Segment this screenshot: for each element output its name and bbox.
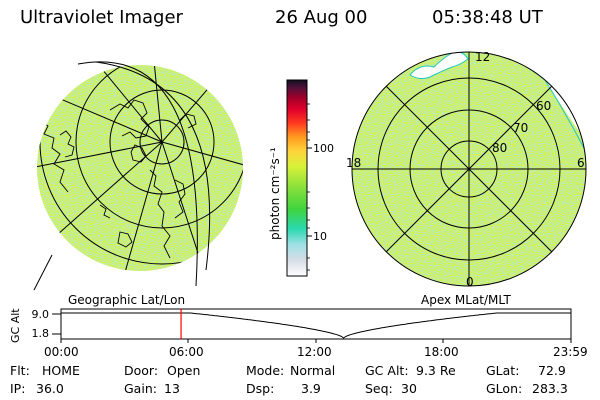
mlt-label-12: 12: [475, 50, 490, 64]
magnetic-grid: [351, 51, 587, 287]
mlt-label-0: 0: [466, 275, 474, 289]
colorbar: 100 10 photon cm⁻²s⁻¹: [268, 79, 334, 277]
dsp-label: Dsp:: [246, 381, 275, 396]
colorbar-tick-label-100: 100: [313, 142, 334, 155]
flight-value: HOME: [42, 363, 80, 378]
mlat-label-60: 60: [536, 99, 551, 113]
instrument-title: Ultraviolet Imager: [20, 7, 183, 28]
seq-value: 30: [401, 381, 417, 396]
coastlines: [39, 99, 197, 259]
glat-value: 72.9: [538, 363, 566, 378]
mlt-label-18: 18: [346, 156, 361, 170]
flight-label: Flt:: [10, 363, 30, 378]
altitude-timeline: 9.0 1.8 GC Alt: [9, 308, 572, 343]
mlat-label-70: 70: [513, 121, 528, 135]
altitude-axis-label: GC Alt: [9, 308, 22, 343]
time-tick-0000: 00:00: [44, 345, 79, 359]
colorbar-units-label: photon cm⁻²s⁻¹: [268, 147, 282, 240]
glat-label: GLat:: [486, 363, 520, 378]
gain-value: 13: [164, 381, 180, 396]
gc-alt-label: GC Alt:: [365, 363, 409, 378]
door-label: Door:: [124, 363, 159, 378]
time-tick-1200: 12:00: [297, 345, 332, 359]
geographic-panel-label: Geographic Lat/Lon: [68, 293, 185, 307]
altitude-tick-min: 1.8: [32, 327, 50, 340]
colorbar-tick-label-10: 10: [313, 230, 327, 243]
time-tick-0600: 06:00: [169, 345, 204, 359]
seq-label: Seq:: [365, 381, 393, 396]
time-tick-2359: 23:59: [553, 345, 588, 359]
altitude-curve: [61, 312, 571, 339]
magnetic-panel-label: Apex MLat/MLT: [421, 293, 511, 307]
colorbar-gradient: [286, 79, 308, 277]
magnetic-polar-plot: 12 18 6 0 60 70 80: [346, 50, 587, 289]
glon-label: GLon:: [486, 381, 523, 396]
door-value: Open: [167, 363, 201, 378]
ip-value: 36.0: [36, 381, 64, 396]
outer-grid-lines: [33, 61, 211, 291]
dsp-value: 3.9: [301, 381, 321, 396]
gain-label: Gain:: [124, 381, 157, 396]
mode-value: Normal: [290, 363, 336, 378]
altitude-tick-max: 9.0: [32, 308, 50, 321]
glon-value: 283.3: [532, 381, 568, 396]
ip-label: IP:: [10, 381, 26, 396]
image-time: 05:38:48 UT: [432, 7, 543, 28]
image-date: 26 Aug 00: [275, 7, 368, 28]
mode-label: Mode:: [246, 363, 285, 378]
mlt-label-6: 6: [577, 156, 585, 170]
mlat-label-80: 80: [492, 141, 507, 155]
time-tick-1800: 18:00: [424, 345, 459, 359]
gc-alt-value: 9.3 Re: [416, 363, 456, 378]
